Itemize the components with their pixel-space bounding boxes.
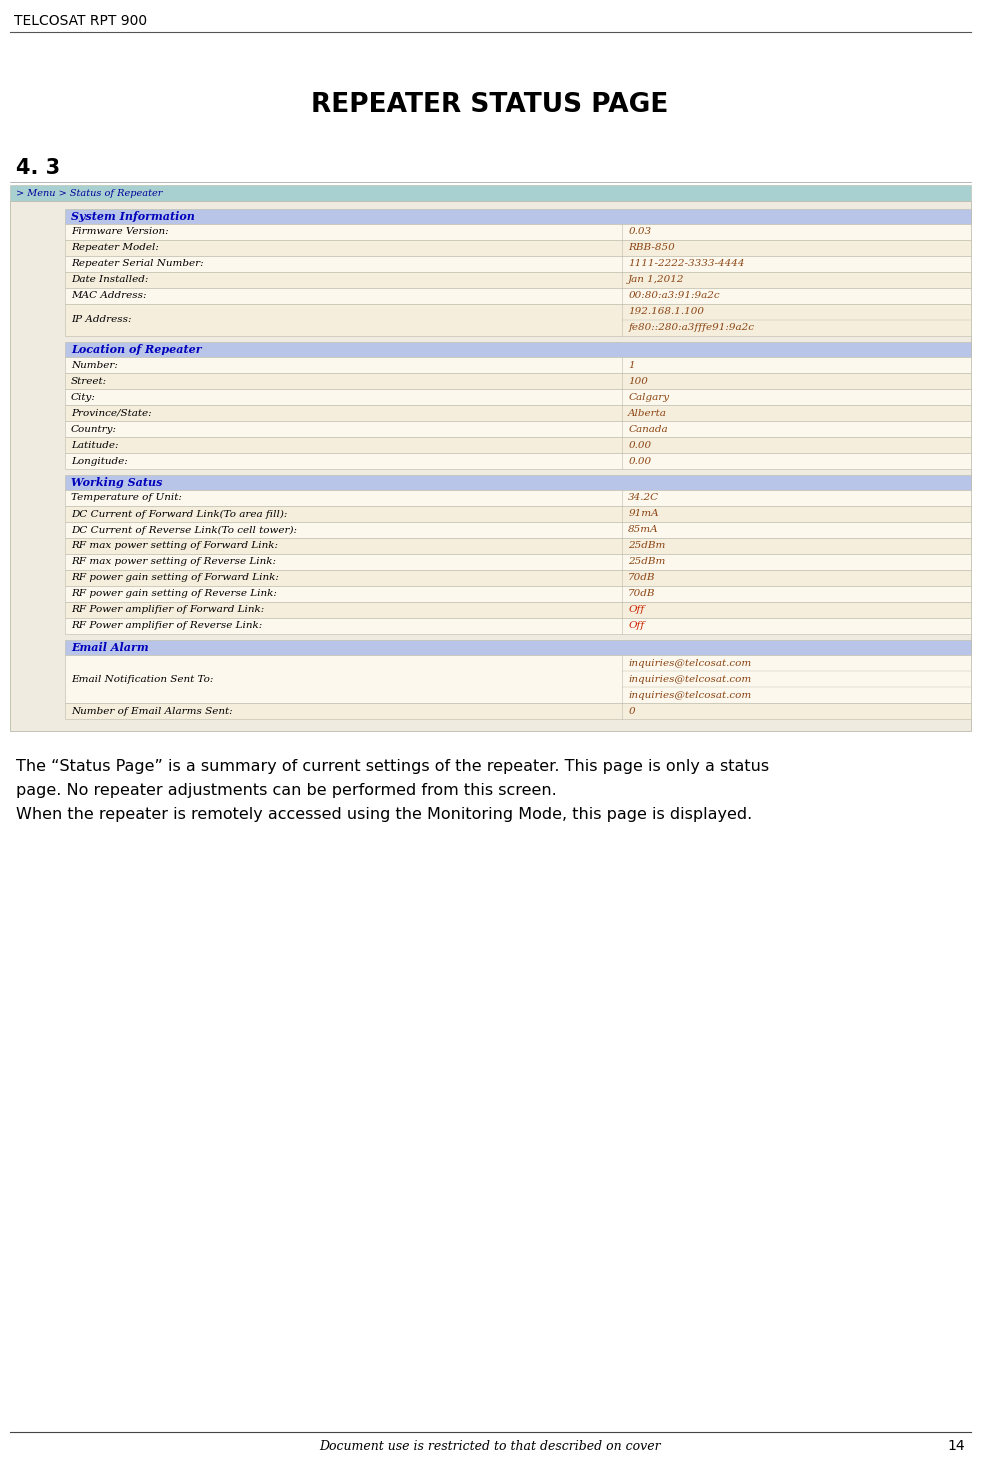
Bar [65, 405, 971, 421]
Text: Country:: Country: [71, 424, 117, 433]
Text: RF Power amplifier of Forward Link:: RF Power amplifier of Forward Link: [71, 606, 264, 614]
Text: Jan 1,2012: Jan 1,2012 [628, 275, 685, 284]
Text: 91mA: 91mA [628, 509, 659, 518]
Text: RBB-850: RBB-850 [628, 243, 675, 253]
Bar [65, 601, 971, 617]
Bar [65, 421, 971, 437]
Bar [65, 357, 971, 373]
Bar [65, 522, 971, 538]
Text: inquiries@telcosat.com: inquiries@telcosat.com [628, 691, 751, 699]
Text: Location of Repeater: Location of Repeater [71, 344, 202, 356]
Text: RF power gain setting of Reverse Link:: RF power gain setting of Reverse Link: [71, 590, 277, 598]
Text: Temperature of Unit:: Temperature of Unit: [71, 493, 181, 502]
Bar [65, 288, 971, 304]
Text: Calgary: Calgary [628, 392, 669, 401]
Text: Email Notification Sent To:: Email Notification Sent To: [71, 674, 214, 683]
Bar [65, 224, 971, 240]
Text: > Menu > Status of Repeater: > Menu > Status of Repeater [16, 189, 163, 198]
Text: IP Address:: IP Address: [71, 316, 131, 325]
Text: Off: Off [628, 622, 645, 631]
Text: fe80::280:a3fffe91:9a2c: fe80::280:a3fffe91:9a2c [628, 323, 754, 332]
Text: System Information: System Information [71, 211, 195, 222]
Text: 00:80:a3:91:9a2c: 00:80:a3:91:9a2c [628, 291, 720, 300]
Text: MAC Address:: MAC Address: [71, 291, 146, 300]
Bar [65, 475, 971, 490]
Bar [65, 587, 971, 601]
Text: Alberta: Alberta [628, 408, 667, 417]
Text: Firmware Version:: Firmware Version: [71, 228, 169, 237]
Text: 0.00: 0.00 [628, 456, 651, 465]
Bar [65, 304, 971, 336]
Text: 85mA: 85mA [628, 525, 659, 534]
Text: Document use is restricted to that described on cover: Document use is restricted to that descr… [319, 1440, 661, 1453]
Text: 0: 0 [628, 707, 635, 715]
Bar [65, 639, 971, 655]
Text: page. No repeater adjustments can be performed from this screen.: page. No repeater adjustments can be per… [16, 783, 557, 797]
Text: Street:: Street: [71, 376, 107, 385]
Bar [65, 272, 971, 288]
Bar [65, 437, 971, 454]
Text: 25dBm: 25dBm [628, 541, 665, 550]
Bar [65, 342, 971, 357]
Text: RF Power amplifier of Reverse Link:: RF Power amplifier of Reverse Link: [71, 622, 262, 631]
Text: 192.168.1.100: 192.168.1.100 [628, 307, 704, 316]
Text: City:: City: [71, 392, 96, 401]
Text: inquiries@telcosat.com: inquiries@telcosat.com [628, 658, 751, 667]
Bar [65, 571, 971, 587]
Bar [65, 655, 971, 704]
Bar [65, 389, 971, 405]
Text: 1111-2222-3333-4444: 1111-2222-3333-4444 [628, 259, 745, 269]
Text: Email Alarm: Email Alarm [71, 642, 149, 652]
Text: Canada: Canada [628, 424, 668, 433]
Bar [65, 209, 971, 224]
Bar [65, 554, 971, 571]
Bar [65, 454, 971, 470]
Text: Number of Email Alarms Sent:: Number of Email Alarms Sent: [71, 707, 232, 715]
Text: Repeater Serial Number:: Repeater Serial Number: [71, 259, 204, 269]
Text: Latitude:: Latitude: [71, 440, 119, 449]
Text: DC Current of Forward Link(To area fill):: DC Current of Forward Link(To area fill)… [71, 509, 287, 518]
Text: 14: 14 [948, 1440, 965, 1453]
Text: Off: Off [628, 606, 645, 614]
Text: TELCOSAT RPT 900: TELCOSAT RPT 900 [14, 15, 147, 28]
Text: inquiries@telcosat.com: inquiries@telcosat.com [628, 674, 751, 683]
Bar [65, 704, 971, 718]
Text: REPEATER STATUS PAGE: REPEATER STATUS PAGE [311, 92, 669, 119]
Text: RF max power setting of Reverse Link:: RF max power setting of Reverse Link: [71, 557, 276, 566]
Text: The “Status Page” is a summary of current settings of the repeater. This page is: The “Status Page” is a summary of curren… [16, 759, 769, 774]
Text: 70dB: 70dB [628, 590, 655, 598]
Text: 4. 3: 4. 3 [16, 158, 60, 178]
Text: Longitude:: Longitude: [71, 456, 128, 465]
Text: RF power gain setting of Forward Link:: RF power gain setting of Forward Link: [71, 573, 279, 582]
Text: Working Satus: Working Satus [71, 477, 163, 489]
Text: 34.2C: 34.2C [628, 493, 659, 502]
Bar [10, 200, 971, 732]
Bar [65, 617, 971, 633]
Text: 70dB: 70dB [628, 573, 655, 582]
Bar [10, 184, 971, 200]
Text: Repeater Model:: Repeater Model: [71, 243, 159, 253]
Text: 25dBm: 25dBm [628, 557, 665, 566]
Bar [65, 506, 971, 522]
Bar [65, 256, 971, 272]
Text: DC Current of Reverse Link(To cell tower):: DC Current of Reverse Link(To cell tower… [71, 525, 297, 534]
Text: Date Installed:: Date Installed: [71, 275, 148, 284]
Text: 0.00: 0.00 [628, 440, 651, 449]
Text: When the repeater is remotely accessed using the Monitoring Mode, this page is d: When the repeater is remotely accessed u… [16, 808, 752, 822]
Text: Number:: Number: [71, 360, 118, 370]
Bar [65, 240, 971, 256]
Text: 0.03: 0.03 [628, 228, 651, 237]
Bar [65, 490, 971, 506]
Text: RF max power setting of Forward Link:: RF max power setting of Forward Link: [71, 541, 278, 550]
Text: 100: 100 [628, 376, 648, 385]
Bar [65, 538, 971, 554]
Bar [65, 373, 971, 389]
Text: Province/State:: Province/State: [71, 408, 152, 417]
Text: 1: 1 [628, 360, 635, 370]
